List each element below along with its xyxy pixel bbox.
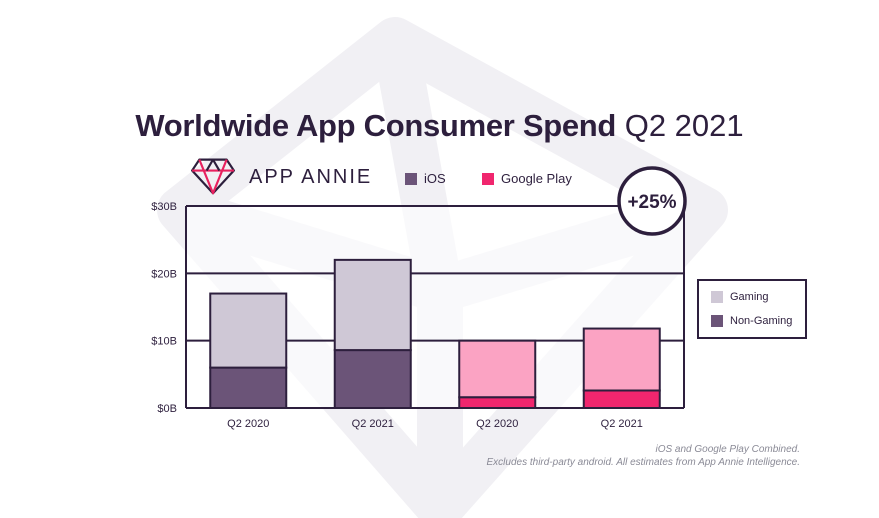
- y-tick-label: $30B: [151, 201, 177, 213]
- title-bold: Worldwide App Consumer Spend: [135, 108, 617, 143]
- legend-item-non-gaming: Non-Gaming: [711, 315, 792, 327]
- x-tick-label: Q2 2021: [352, 418, 394, 430]
- growth-badge-text: +25%: [627, 192, 676, 213]
- legend-label-gaming: Gaming: [730, 291, 769, 303]
- x-tick-label: Q2 2020: [227, 418, 269, 430]
- legend-label-non-gaming: Non-Gaming: [730, 315, 793, 327]
- series-legend: Gaming Non-Gaming: [697, 279, 807, 339]
- bar-segment: [209, 292, 288, 369]
- footnote-line-1: iOS and Google Play Combined.: [655, 444, 800, 455]
- bar-segment: [209, 366, 288, 410]
- bar-segment: [333, 349, 412, 409]
- y-tick-label: $0B: [157, 403, 177, 415]
- brand-name: APP ANNIE: [249, 166, 373, 188]
- bar-segment: [458, 339, 537, 399]
- chart-title: Worldwide App Consumer Spend Q2 2021: [0, 108, 879, 144]
- growth-badge: +25%: [617, 166, 687, 236]
- title-light: Q2 2021: [624, 108, 744, 143]
- footnote-line-2: Excludes third-party android. All estima…: [486, 457, 801, 468]
- y-tick-label: $10B: [151, 336, 177, 348]
- legend-swatch-gaming: [711, 291, 723, 303]
- bar-segment: [333, 258, 412, 352]
- legend-swatch-non-gaming: [711, 315, 723, 327]
- legend-item-ios: iOS: [405, 171, 446, 186]
- legend-label-ios: iOS: [424, 171, 446, 186]
- legend-swatch-google-play: [482, 172, 494, 185]
- legend-item-gaming: Gaming: [711, 291, 769, 303]
- bar-segment: [582, 327, 661, 392]
- x-tick-label: Q2 2020: [476, 418, 518, 430]
- legend-label-google-play: Google Play: [501, 171, 572, 186]
- bar-segment: [582, 389, 661, 410]
- legend-swatch-ios: [405, 172, 417, 185]
- legend-item-google-play: Google Play: [482, 171, 572, 186]
- x-tick-label: Q2 2021: [601, 418, 643, 430]
- y-tick-label: $20B: [151, 268, 177, 280]
- bar-segment: [458, 396, 537, 409]
- app-annie-logo-icon: [191, 158, 236, 195]
